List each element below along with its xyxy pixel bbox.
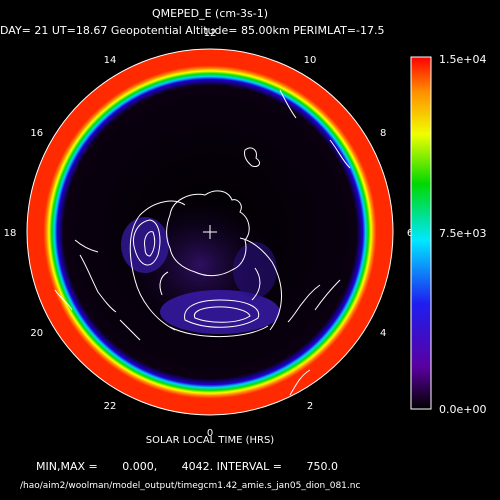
file-path: /hao/aim2/woolman/model_output/timegcm1.… [20,481,361,491]
pole-marker [203,225,217,239]
colorbar-min-label: 0.0e+00 [439,403,487,416]
lt-tick-label-0: 0 [207,428,213,439]
x-axis-label: SOLAR LOCAL TIME (HRS) [145,435,275,446]
lt-tick-label-4: 4 [380,328,386,339]
colorbar-mid-label: 7.5e+03 [439,227,487,240]
map-border [26,48,394,416]
colorbar-scale [410,56,432,410]
stats-line: MIN,MAX = 0.000, 4042. INTERVAL = 750.0 [36,460,338,473]
lt-tick-label-20: 20 [30,328,43,339]
chart-title: QMEPED_E (cm-3s-1) [151,7,269,20]
lt-tick-label-18: 18 [4,228,17,239]
west-coast [79,254,117,313]
south-america-coast [244,147,260,167]
colorbar [410,56,432,410]
auroral-oval [121,195,280,335]
local-time-ticks: 0 2 4 6 8 10 12 14 16 18 20 22 [4,28,414,439]
lt-tick-label-16: 16 [30,128,43,139]
lt-tick-label-10: 10 [304,55,317,66]
coastlines [54,89,351,396]
lt-tick-label-2: 2 [307,401,313,412]
colorbar-max-label: 1.5e+04 [439,53,487,66]
lt-tick-label-22: 22 [104,401,117,412]
lt-tick-label-12: 12 [204,28,217,39]
lt-tick-label-6: 6 [407,228,413,239]
chart-subtitle: DAY= 21 UT=18.67 Geopotential Altitude= … [0,24,385,37]
contour-lines [129,200,282,338]
lt-tick-label-8: 8 [380,128,386,139]
lt-tick-label-14: 14 [104,55,117,66]
polar-map [26,48,394,416]
antarctica-outline [166,190,250,277]
